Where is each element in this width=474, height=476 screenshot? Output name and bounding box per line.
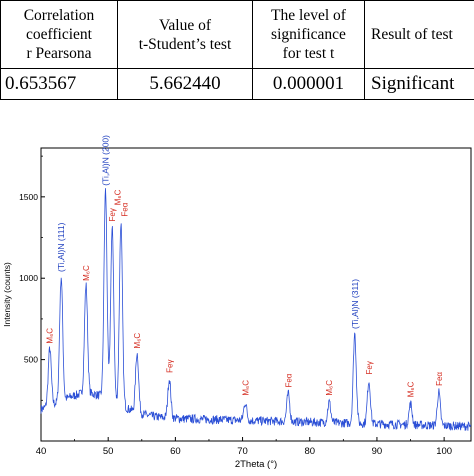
table-value-row: 0.653567 5.662440 0.000001 Significant [0,68,474,100]
chart-annotations: M₆C(Ti,Al)N (111)M₆C(Ti,Al)N (200)FeγM₆C… [46,135,444,397]
peak-label: M₆C [114,189,123,205]
peak-label: M₆C [241,380,250,396]
peak-label: Feγ [365,361,374,374]
peak-label: (Ti,Al)N (311) [350,279,360,329]
peak-label: (Ti,Al)N (111) [56,222,66,272]
peak-label: Feα [435,372,444,386]
x-tick-label: 60 [170,446,181,457]
table-header-row: Correlation coefficient r Pearsona Value… [0,0,474,69]
peak-label: Feα [120,202,129,216]
x-tick-label: 90 [372,446,383,457]
x-tick-label: 70 [237,446,248,457]
value-significance: 0.000001 [252,68,365,100]
peak-label: M₆C [46,328,55,344]
x-axis-label: 2Theta (°) [235,459,277,470]
statistics-table: Correlation coefficient r Pearsona Value… [0,0,474,101]
value-correlation: 0.653567 [0,68,118,100]
chart-series [40,188,472,431]
x-tick-label: 100 [436,446,452,457]
peak-label: M₆C [82,265,91,281]
peak-label: M₆C [407,381,416,397]
peak-label: Feγ [165,360,174,373]
peak-label: Feγ [108,208,117,221]
xrd-trace [40,188,472,431]
header-result: Result of test [364,0,474,69]
value-result: Significant [364,68,474,100]
y-axis-label: Intensity (counts) [2,262,12,327]
peak-label: Feα [284,373,293,387]
header-significance: The level of significance for test t [252,0,365,69]
peak-label: M₆C [325,380,334,396]
chart-axes: 40 50 60 70 80 90 100 500 1000 1500 [19,147,472,457]
x-tick-label: 50 [103,446,114,457]
peak-label: M₆C [133,333,142,349]
header-correlation: Correlation coefficient r Pearsona [0,0,118,69]
y-tick-label: 1500 [19,192,38,202]
header-t-student: Value of t-Student’s test [117,0,253,69]
peak-label: (Ti,Al)N (200) [101,135,111,186]
x-tick-label: 80 [304,446,315,457]
plot-frame [40,147,472,442]
value-t-student: 5.662440 [117,68,253,100]
y-tick-label: 1000 [19,273,38,283]
y-tick-label: 500 [24,355,38,365]
x-tick-label: 40 [36,446,47,457]
